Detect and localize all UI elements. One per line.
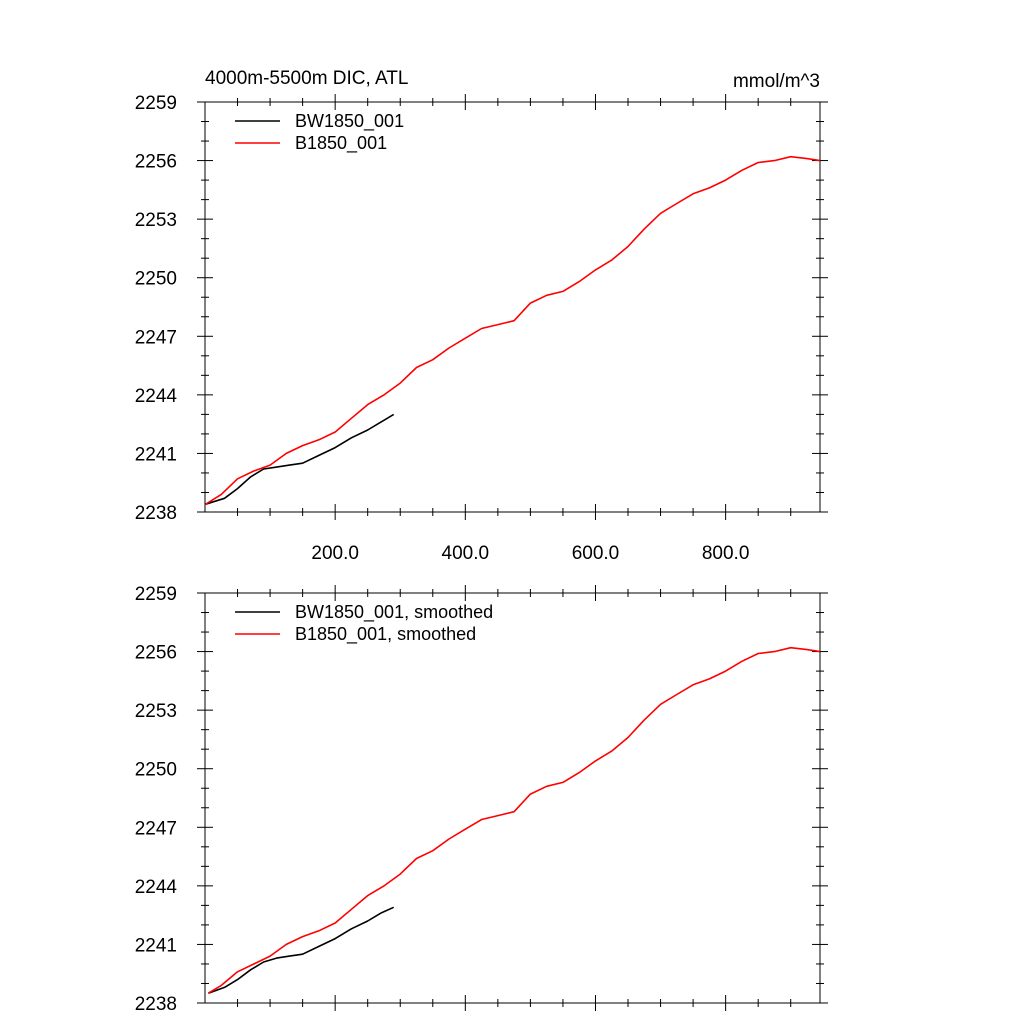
series-line-b1850 [207, 646, 821, 994]
y-tick-label: 2256 [135, 643, 177, 664]
y-tick-label: 2259 [135, 93, 177, 114]
y-tick-label: 2241 [135, 444, 177, 465]
y-tick-label: 2247 [135, 818, 177, 839]
y-tick-label: 2250 [135, 760, 177, 781]
series-line-b1850 [205, 155, 821, 505]
y-tick-label: 2241 [135, 935, 177, 956]
units-label: mmol/m^3 [733, 71, 820, 92]
y-tick-label: 2247 [135, 327, 177, 348]
y-tick-label: 2250 [135, 269, 177, 290]
top-panel: 2238 2241 2244 2247 2250 2253 2256 2259 200.0 400… [135, 93, 828, 564]
x-tick-label: 800.0 [702, 543, 750, 564]
bottom-panel: 2238 2241 2244 2247 2250 2253 2256 2259 BW1850_0… [135, 584, 828, 1015]
y-tick-label: 2259 [135, 584, 177, 605]
x-tick-label: 600.0 [572, 543, 620, 564]
x-tick-label: 200.0 [311, 543, 359, 564]
plot-frame [204, 592, 821, 1004]
series-line-bw1850 [205, 413, 395, 505]
y-tick-label: 2244 [135, 386, 178, 407]
y-tick-label: 2238 [135, 503, 177, 524]
y-tick-label: 2253 [135, 701, 177, 722]
plot-frame [204, 101, 821, 513]
x-tick-label: 400.0 [442, 543, 490, 564]
legend-label: B1850_001, smoothed [295, 624, 476, 645]
legend-label: BW1850_001 [295, 111, 404, 132]
chart-title: 4000m-5500m DIC, ATL [205, 68, 408, 89]
y-tick-label: 2238 [135, 994, 177, 1015]
series-line-bw1850 [208, 906, 395, 994]
y-tick-label: 2256 [135, 152, 177, 173]
y-tick-label: 2253 [135, 210, 177, 231]
y-tick-label: 2244 [135, 877, 178, 898]
legend-label: B1850_001 [295, 133, 387, 154]
legend-label: BW1850_001, smoothed [295, 602, 493, 623]
